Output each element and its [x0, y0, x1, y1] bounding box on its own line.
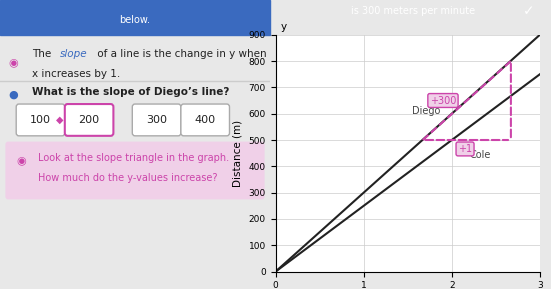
Text: 100: 100	[30, 115, 51, 125]
Text: ◉: ◉	[16, 156, 26, 166]
Text: Cole: Cole	[469, 151, 491, 160]
Text: Look at the slope triangle in the graph.: Look at the slope triangle in the graph.	[38, 153, 229, 163]
Text: ✓: ✓	[523, 4, 535, 18]
Text: How much do the y-values increase?: How much do the y-values increase?	[38, 173, 217, 184]
Text: +300: +300	[430, 95, 456, 105]
FancyBboxPatch shape	[65, 104, 114, 136]
Text: 200: 200	[79, 115, 100, 125]
Text: The: The	[33, 49, 55, 59]
Text: x increases by 1.: x increases by 1.	[33, 69, 121, 79]
Text: 400: 400	[195, 115, 216, 125]
Text: ◉: ◉	[8, 58, 18, 68]
Text: What is the slope of Diego’s line?: What is the slope of Diego’s line?	[33, 87, 230, 97]
Bar	[0, 0, 270, 35]
Text: slope: slope	[60, 49, 87, 59]
Text: is 300 meters per minute: is 300 meters per minute	[351, 6, 476, 16]
Y-axis label: Distance (m): Distance (m)	[233, 120, 243, 187]
Text: 300: 300	[146, 115, 167, 125]
FancyBboxPatch shape	[181, 104, 230, 136]
Text: y: y	[281, 22, 287, 32]
Text: +1: +1	[458, 144, 472, 154]
Text: ◆: ◆	[56, 115, 63, 125]
Text: Diego: Diego	[412, 106, 440, 116]
Text: of a line is the change in y when: of a line is the change in y when	[95, 49, 267, 59]
Text: ●: ●	[8, 90, 18, 100]
FancyBboxPatch shape	[6, 142, 264, 199]
Text: below.: below.	[120, 15, 150, 25]
FancyBboxPatch shape	[132, 104, 181, 136]
FancyBboxPatch shape	[16, 104, 65, 136]
